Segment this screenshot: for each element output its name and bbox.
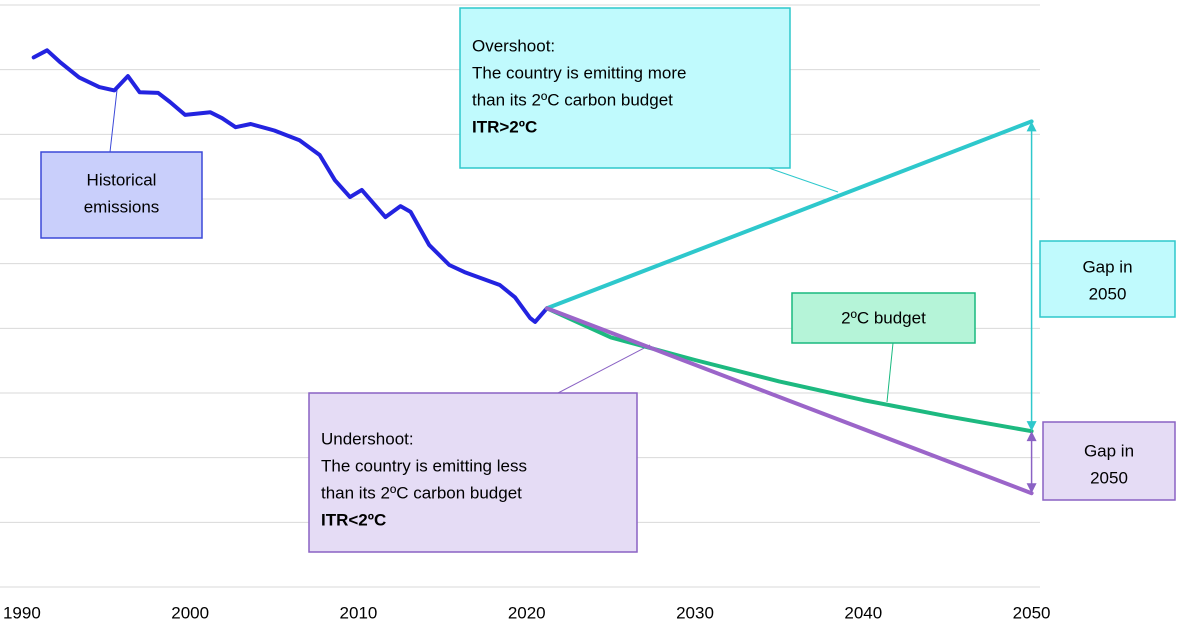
x-tick-label: 2020	[508, 603, 546, 622]
x-tick-label: 2050	[1013, 603, 1051, 622]
x-tick-label: 1990	[3, 603, 41, 622]
annotation-text: Undershoot:	[321, 429, 414, 448]
arrow-head	[1026, 483, 1037, 494]
annotation-text: 2050	[1090, 468, 1128, 487]
x-tick-label: 2040	[844, 603, 882, 622]
annotation-text: Overshoot:	[472, 36, 555, 55]
annotation-text: ITR>2ºC	[472, 117, 537, 136]
x-tick-label: 2000	[171, 603, 209, 622]
annotation-text: The country is emitting more	[472, 63, 686, 82]
annotation-box	[459, 7, 791, 169]
leader-line	[886, 342, 894, 403]
annotation-text: 2050	[1089, 284, 1127, 303]
series-line	[544, 306, 1034, 496]
annotation-box	[1039, 240, 1176, 318]
annotation-box	[308, 392, 638, 553]
annotation-text: The country is emitting less	[321, 456, 527, 475]
annotation-text: Gap in	[1082, 257, 1132, 276]
annotation-text: Gap in	[1084, 441, 1134, 460]
arrow-head	[1026, 421, 1037, 432]
leader-line	[557, 344, 651, 394]
annotation-text: emissions	[84, 197, 160, 216]
series-line	[544, 306, 1034, 434]
annotation-text: ITR<2ºC	[321, 510, 386, 529]
annotation-box	[791, 292, 976, 344]
annotation-box	[1042, 421, 1176, 501]
series-line	[31, 48, 549, 324]
annotation-text: 2ºC budget	[841, 308, 926, 327]
x-tick-label: 2010	[340, 603, 378, 622]
arrow-head	[1026, 431, 1037, 442]
annotation-text: than its 2ºC carbon budget	[321, 483, 522, 502]
leader-line	[109, 89, 118, 153]
series-line	[544, 119, 1034, 311]
x-tick-label: 2030	[676, 603, 714, 622]
leader-line	[759, 164, 839, 193]
annotation-box	[40, 151, 203, 239]
annotation-text: than its 2ºC carbon budget	[472, 90, 673, 109]
arrow-head	[1026, 121, 1037, 132]
annotation-text: Historical	[87, 170, 157, 189]
